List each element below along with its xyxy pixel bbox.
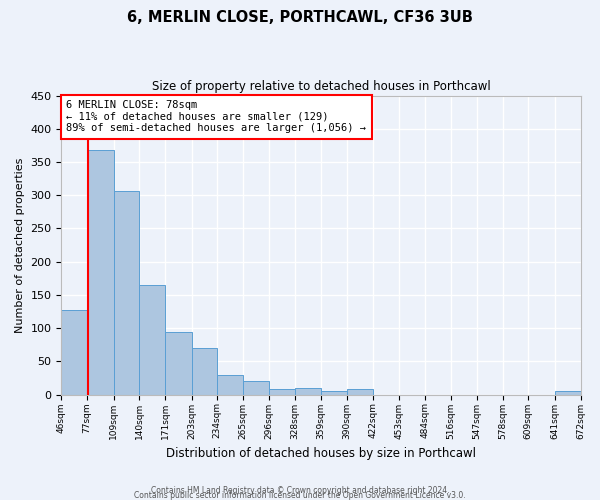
Bar — [165, 332, 191, 394]
X-axis label: Distribution of detached houses by size in Porthcawl: Distribution of detached houses by size … — [166, 447, 476, 460]
Bar — [243, 382, 269, 394]
Bar — [321, 392, 347, 394]
Bar — [61, 310, 87, 394]
Bar — [113, 192, 139, 394]
Bar — [217, 374, 243, 394]
Bar — [269, 390, 295, 394]
Bar — [139, 285, 165, 395]
Bar — [555, 392, 581, 394]
Text: 6 MERLIN CLOSE: 78sqm
← 11% of detached houses are smaller (129)
89% of semi-det: 6 MERLIN CLOSE: 78sqm ← 11% of detached … — [67, 100, 367, 134]
Y-axis label: Number of detached properties: Number of detached properties — [15, 158, 25, 333]
Bar — [347, 390, 373, 394]
Text: Contains public sector information licensed under the Open Government Licence v3: Contains public sector information licen… — [134, 491, 466, 500]
Bar — [295, 388, 321, 394]
Text: 6, MERLIN CLOSE, PORTHCAWL, CF36 3UB: 6, MERLIN CLOSE, PORTHCAWL, CF36 3UB — [127, 10, 473, 25]
Bar — [87, 150, 113, 394]
Text: Contains HM Land Registry data © Crown copyright and database right 2024.: Contains HM Land Registry data © Crown c… — [151, 486, 449, 495]
Title: Size of property relative to detached houses in Porthcawl: Size of property relative to detached ho… — [152, 80, 490, 93]
Bar — [191, 348, 217, 395]
